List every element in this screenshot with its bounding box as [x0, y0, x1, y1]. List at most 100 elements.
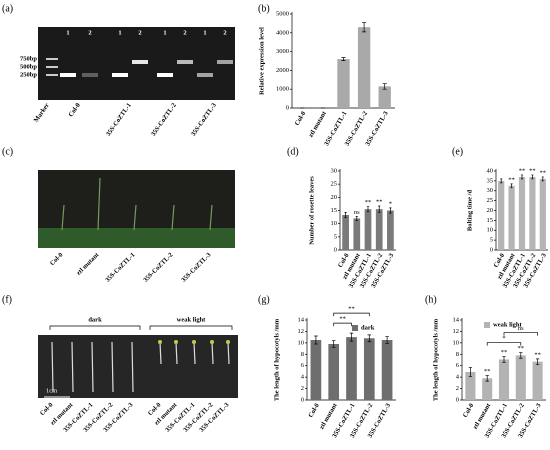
cotyledon — [210, 340, 214, 344]
error-bar — [366, 206, 370, 213]
y-tick-label: 40 — [487, 167, 494, 174]
error-bar — [531, 174, 534, 180]
y-axis-title: Bolting time /d — [466, 190, 473, 232]
y-axis-title: Number of rosette leaves — [308, 176, 315, 245]
lane-label: 2 — [138, 29, 141, 36]
lane-label: 1 — [203, 29, 206, 36]
ladder-band — [46, 58, 58, 60]
error-bar — [367, 334, 372, 343]
y-tick-label: 30 — [487, 187, 494, 194]
bar — [337, 59, 350, 108]
bar — [518, 176, 526, 250]
stem — [209, 204, 213, 231]
marker-label: 750bp — [20, 55, 37, 62]
error-bar — [520, 174, 524, 180]
significance: * — [389, 200, 392, 207]
plant-sample: Col-0 — [49, 252, 65, 268]
significance: ** — [484, 368, 491, 375]
stem — [61, 204, 65, 231]
seedling — [131, 341, 134, 393]
comparison-bracket — [486, 342, 522, 346]
y-axis-title: Relative expression level — [258, 27, 265, 95]
x-tick-label: Col-0 — [462, 402, 476, 419]
y-tick-label: 4 — [456, 374, 460, 381]
significance: ** — [501, 349, 508, 356]
panel-label: (f) — [2, 294, 12, 305]
significance: ** — [508, 176, 515, 183]
marker-label: 250bp — [20, 71, 37, 78]
gel-band — [157, 73, 173, 77]
error-bar — [502, 356, 506, 363]
y-tick-label: 4 — [301, 374, 305, 381]
error-bar — [468, 367, 473, 377]
gel-band — [197, 73, 213, 77]
bracket — [49, 325, 141, 330]
gel-band — [132, 60, 148, 64]
y-tick-label: 0 — [301, 396, 304, 403]
bar — [508, 185, 515, 250]
lane-label: 2 — [223, 29, 226, 36]
error-bar — [344, 211, 347, 218]
lane-label: 2 — [183, 29, 186, 36]
gel-sample: 35S-CoZTL-3 — [190, 101, 218, 137]
y-tick-label: 25 — [331, 181, 338, 188]
plant-rosettes — [38, 228, 235, 248]
seedling — [111, 341, 114, 393]
seedling — [227, 341, 230, 365]
y-tick-label: 2 — [301, 385, 304, 392]
lane-label: 1 — [66, 29, 69, 36]
stem — [133, 204, 137, 231]
y-tick-label: 5000 — [276, 10, 289, 17]
seedling — [211, 341, 214, 365]
y-tick-label: 5 — [334, 233, 337, 240]
gel-sample: 35S-CoZTL-2 — [150, 102, 178, 138]
lane-label: 1 — [163, 29, 166, 36]
y-tick-label: 14 — [453, 316, 460, 323]
comparison-label: ns — [518, 325, 524, 332]
y-tick-label: 10 — [487, 227, 494, 234]
y-tick-label: 4000 — [276, 29, 289, 36]
y-tick-label: 10 — [453, 339, 460, 346]
bar — [353, 218, 361, 250]
error-bar — [382, 83, 387, 90]
marker-label: 500bp — [20, 63, 37, 70]
stem — [97, 177, 101, 231]
significance: ** — [540, 169, 547, 176]
lane-label: 2 — [88, 29, 91, 36]
bar — [346, 337, 357, 400]
comparison-label: ** — [348, 306, 355, 313]
cotyledon — [192, 340, 196, 344]
legend-label: dark — [361, 324, 375, 331]
error-bar — [314, 335, 318, 345]
y-axis-title: The length of hypocotyls /mm — [273, 318, 280, 401]
bar — [381, 340, 393, 400]
photo-marks — [46, 58, 233, 393]
seedling — [51, 341, 54, 393]
comparison-bracket — [333, 312, 370, 317]
gel-sample: 35S-CoZTL-1 — [105, 102, 133, 138]
error-bar — [389, 207, 392, 214]
bar — [375, 209, 383, 250]
y-tick-label: 15 — [487, 217, 494, 224]
bar — [363, 338, 375, 400]
bar — [342, 214, 349, 250]
y-tick-label: 10 — [298, 339, 305, 346]
legend-swatch — [484, 322, 490, 328]
comparison-bracket — [333, 322, 352, 327]
cotyledon — [158, 340, 162, 344]
y-tick-label: 20 — [487, 207, 494, 214]
legend-label: weak light — [493, 321, 523, 328]
y-tick-label: 10 — [331, 220, 338, 227]
panel-label: (a) — [2, 3, 13, 14]
panel-label: (b) — [258, 3, 270, 14]
bar — [465, 372, 476, 400]
y-tick-label: 3000 — [276, 48, 289, 55]
bar — [387, 210, 394, 250]
panel-label: (g) — [258, 294, 270, 305]
ladder-band — [46, 74, 58, 76]
gel-band — [217, 60, 233, 64]
plant-sample: 35S-CoZTL-2 — [142, 252, 174, 284]
x-tick-label: ztl mutant — [307, 110, 328, 139]
cotyledon — [226, 340, 230, 344]
y-tick-label: 1000 — [276, 86, 289, 93]
